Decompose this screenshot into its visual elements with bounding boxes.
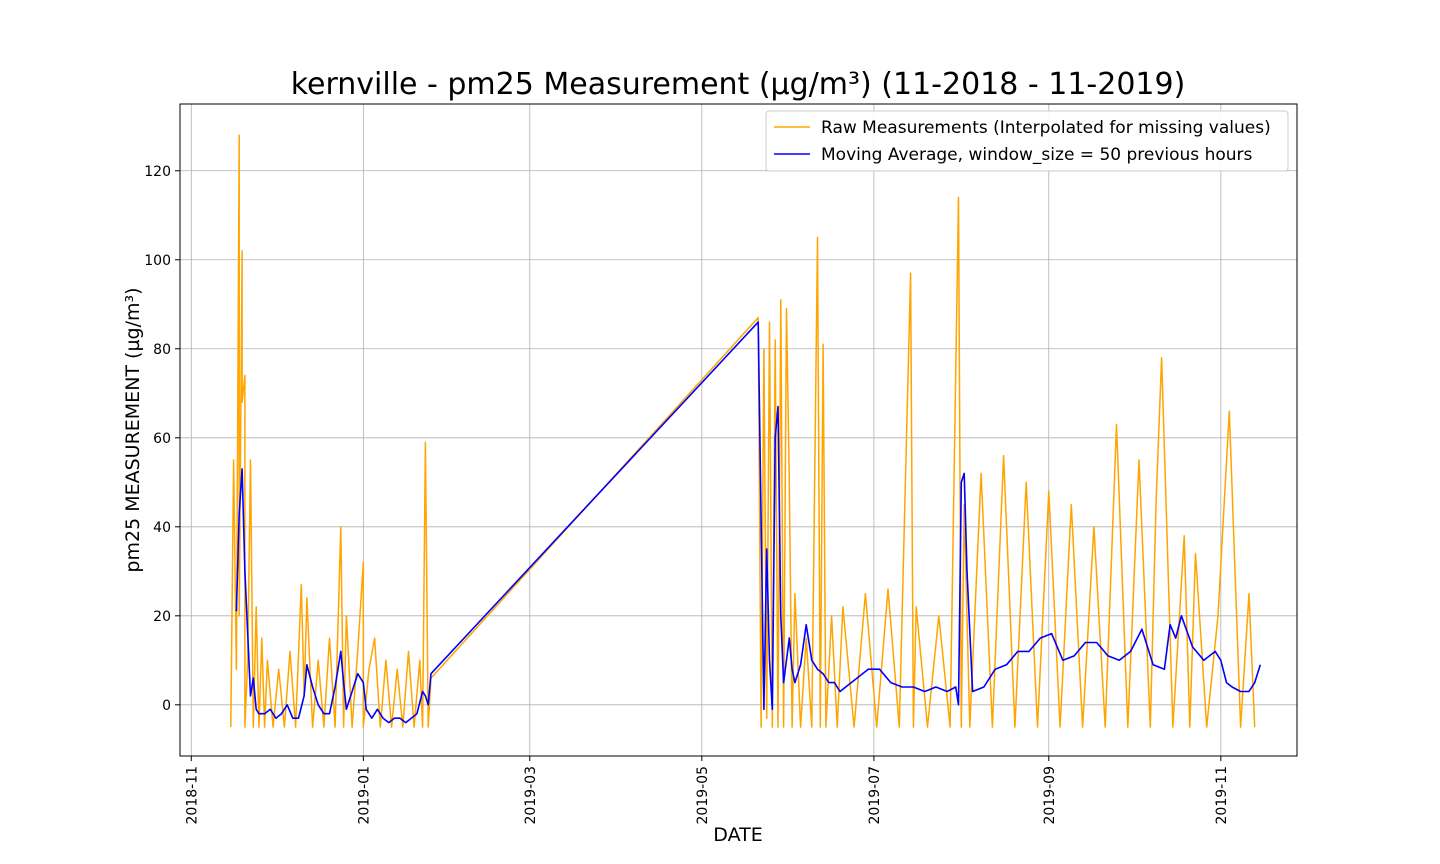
x-axis-label: DATE (713, 824, 762, 846)
legend-label-raw: Raw Measurements (Interpolated for missi… (821, 118, 1271, 138)
x-tick-label: 2019-01 (356, 766, 372, 825)
legend: Raw Measurements (Interpolated for missi… (765, 110, 1289, 172)
y-tick-label: 0 (162, 698, 171, 714)
plot-area-frame (179, 103, 1298, 757)
series-layer (230, 134, 1262, 728)
x-gridlines (190, 104, 1222, 756)
x-tick-label: 2019-03 (523, 766, 539, 825)
y-axis-ticks: 0 20 40 60 80 100 120 (144, 164, 180, 714)
x-tick-label: 2019-09 (1042, 766, 1058, 825)
x-tick-label: 2019-05 (695, 766, 711, 825)
y-tick-label: 100 (144, 253, 171, 269)
y-tick-label: 60 (153, 431, 171, 447)
y-tick-label: 80 (153, 342, 171, 358)
x-tick-label: 2019-07 (867, 766, 883, 825)
legend-box (765, 110, 1289, 172)
y-axis-label: pm25 MEASUREMENT (µg/m³) (122, 287, 144, 572)
y-tick-label: 40 (153, 520, 171, 536)
y-tick-label: 120 (144, 164, 171, 180)
chart-title: kernville - pm25 Measurement (µg/m³) (11… (291, 67, 1186, 102)
y-tick-label: 20 (153, 609, 171, 625)
legend-label-moving-average: Moving Average, window_size = 50 previou… (821, 145, 1253, 165)
x-tick-label: 2019-11 (1214, 766, 1230, 825)
x-tick-label: 2018-11 (184, 766, 200, 825)
x-axis-ticks: 2018-11 2019-01 2019-03 2019-05 2019-07 2019-… (184, 756, 1230, 825)
series-line-moving-average (235, 321, 1262, 724)
